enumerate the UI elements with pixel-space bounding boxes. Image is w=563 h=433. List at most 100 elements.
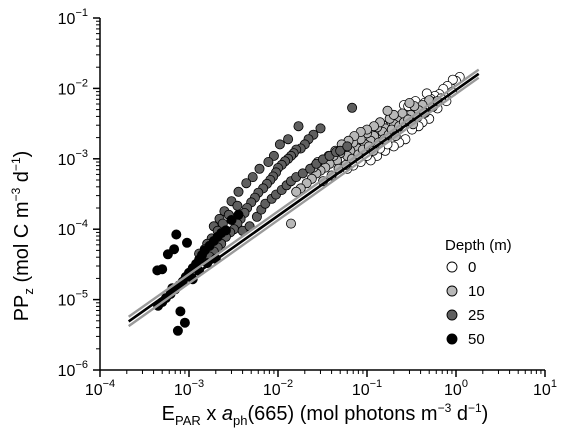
x-tick-exponent: −1 — [370, 378, 383, 390]
y-tick-exponent: −1 — [75, 7, 88, 19]
y-axis-title-subscript: z — [21, 288, 36, 295]
confidence-line — [127, 76, 480, 328]
legend-label: 10 — [468, 283, 485, 300]
x-axis-title-text-2: d — [451, 403, 468, 425]
legend-title: Depth (m) — [445, 237, 512, 254]
y-tick-label: 10−6 — [58, 359, 88, 380]
data-point — [226, 214, 237, 225]
data-point — [315, 123, 326, 134]
x-tick-label: 10−2 — [263, 378, 293, 399]
data-point — [447, 74, 458, 85]
y-tick-base: 10 — [58, 81, 76, 98]
y-tick-base: 10 — [58, 222, 76, 239]
data-point — [162, 249, 173, 260]
x-axis-title-prefix: E — [162, 403, 175, 425]
x-tick-base: 10 — [352, 382, 370, 399]
data-point — [175, 306, 186, 317]
x-tick-label: 100 — [444, 378, 468, 399]
data-point — [172, 325, 183, 336]
y-tick-base: 10 — [58, 293, 76, 310]
y-tick-exponent: −5 — [75, 289, 88, 301]
y-axis-title-end: ) — [11, 151, 33, 158]
data-point — [179, 317, 190, 328]
y-tick-exponent: −6 — [75, 359, 88, 371]
data-point — [293, 121, 304, 132]
data-point — [285, 218, 296, 229]
x-tick-exponent: −2 — [281, 378, 294, 390]
y-axis-title-text-2: d — [11, 171, 33, 188]
y-tick-label: 10−3 — [58, 148, 88, 169]
data-point — [291, 186, 302, 197]
y-tick-exponent: −3 — [75, 148, 88, 160]
x-tick-base: 10 — [85, 382, 103, 399]
legend: Depth (m) 0 10 25 50 — [445, 237, 512, 348]
data-point — [297, 168, 308, 179]
plot-area — [127, 68, 480, 336]
legend-marker — [446, 333, 458, 345]
y-tick-base: 10 — [58, 363, 76, 380]
legend-marker — [446, 285, 458, 297]
y-axis-title-text: (mol C m — [11, 201, 33, 288]
x-axis-title-subscript: PAR — [175, 413, 201, 428]
data-point — [233, 186, 244, 197]
x-tick-exponent: −4 — [103, 378, 116, 390]
data-point — [232, 200, 243, 211]
legend-label: 50 — [468, 331, 485, 348]
x-axis-title-text: (665) (mol photons m — [248, 403, 438, 425]
confidence-line — [127, 68, 480, 318]
x-tick-exponent: 0 — [462, 378, 468, 390]
data-point — [233, 209, 244, 220]
data-point — [347, 102, 358, 113]
x-axis-title-italic-subscript: ph — [233, 413, 247, 428]
x-tick-base: 10 — [263, 382, 281, 399]
legend-label: 0 — [468, 259, 476, 276]
x-tick-base: 10 — [533, 382, 551, 399]
data-point — [274, 139, 285, 150]
x-axis-title-end: ) — [482, 403, 489, 425]
x-tick-exponent: −3 — [192, 378, 205, 390]
data-point — [241, 178, 252, 189]
y-axis-title-prefix: PP — [11, 295, 33, 322]
x-tick-exponent: 1 — [551, 378, 557, 390]
x-tick-base: 10 — [444, 382, 462, 399]
y-tick-exponent: −2 — [75, 77, 88, 89]
svg-text:EPAR x aph(665) (mol photons m: EPAR x aph(665) (mol photons m−3 d−1) — [162, 401, 489, 428]
x-axis-title-superscript-1: −3 — [438, 401, 452, 415]
y-tick-base: 10 — [58, 11, 76, 28]
data-point — [181, 237, 192, 248]
y-tick-exponent: −4 — [75, 218, 88, 230]
data-point — [251, 211, 262, 222]
x-tick-label: 10−3 — [174, 378, 204, 399]
legend-label: 25 — [468, 307, 485, 324]
data-point — [404, 98, 415, 109]
x-tick-label: 10−1 — [352, 378, 382, 399]
axes: 10−610−510−410−310−210−110−4 10−3 10−2 10−1… — [58, 7, 557, 399]
data-point — [382, 105, 393, 116]
legend-marker — [446, 309, 458, 321]
y-tick-label: 10−2 — [58, 77, 88, 98]
y-axis-title-superscript-1: −3 — [9, 187, 23, 201]
x-axis-title-italic: a — [222, 403, 233, 425]
legend-marker — [446, 261, 458, 273]
x-tick-label: 101 — [533, 378, 557, 399]
data-point — [171, 229, 182, 240]
y-axis-title-superscript-2: −1 — [9, 157, 23, 171]
regression-line — [127, 72, 480, 323]
y-tick-label: 10−1 — [58, 7, 88, 28]
y-tick-base: 10 — [58, 152, 76, 169]
x-tick-label: 10−4 — [85, 378, 115, 399]
x-axis-title-superscript-2: −1 — [468, 401, 482, 415]
y-axis-title: PPz (mol C m−3 d−1) — [9, 151, 36, 322]
y-tick-label: 10−4 — [58, 218, 88, 239]
x-axis-title: EPAR x aph(665) (mol photons m−3 d−1) — [162, 401, 489, 428]
svg-text:PPz (mol C m−3 d−1): PPz (mol C m−3 d−1) — [9, 151, 36, 322]
data-point — [335, 145, 346, 156]
data-point — [247, 172, 258, 183]
x-axis-title-middle: x — [201, 403, 222, 425]
y-tick-label: 10−5 — [58, 289, 88, 310]
x-tick-base: 10 — [174, 382, 192, 399]
data-point — [152, 265, 163, 276]
data-point — [342, 141, 353, 152]
data-point — [283, 134, 294, 145]
